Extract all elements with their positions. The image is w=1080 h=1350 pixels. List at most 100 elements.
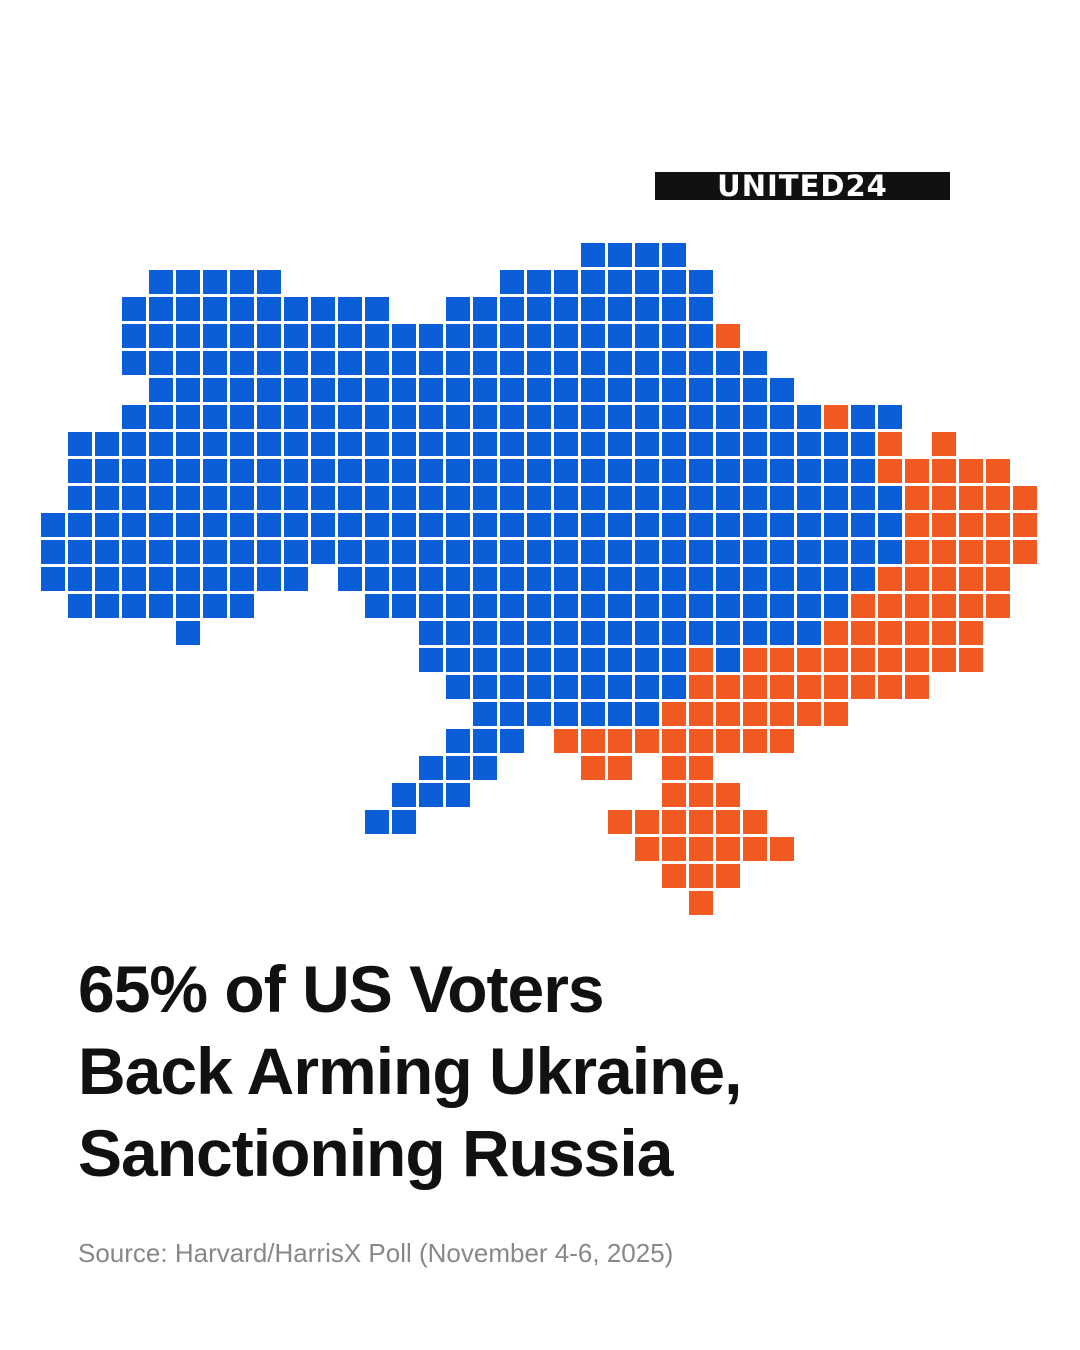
map-cell — [122, 594, 146, 618]
map-cell — [743, 459, 767, 483]
map-cell — [446, 756, 470, 780]
map-cell — [635, 405, 659, 429]
map-cell — [68, 459, 92, 483]
map-cell — [635, 378, 659, 402]
map-cell — [689, 324, 713, 348]
map-cell — [986, 459, 1010, 483]
map-cell — [716, 675, 740, 699]
map-cell — [473, 405, 497, 429]
map-cell — [689, 351, 713, 375]
map-cell — [959, 567, 983, 591]
map-cell — [203, 297, 227, 321]
map-cell — [662, 756, 686, 780]
map-cell — [878, 594, 902, 618]
map-cell — [527, 648, 551, 672]
map-cell — [500, 540, 524, 564]
map-cell — [635, 810, 659, 834]
map-cell — [581, 378, 605, 402]
map-cell — [95, 486, 119, 510]
map-cell — [446, 540, 470, 564]
map-cell — [527, 378, 551, 402]
map-cell — [527, 432, 551, 456]
map-cell — [446, 351, 470, 375]
map-cell — [716, 378, 740, 402]
map-cell — [284, 459, 308, 483]
map-cell — [473, 594, 497, 618]
map-cell — [176, 486, 200, 510]
map-cell — [851, 675, 875, 699]
map-cell — [662, 837, 686, 861]
map-cell — [230, 459, 254, 483]
map-cell — [932, 540, 956, 564]
map-cell — [689, 783, 713, 807]
map-cell — [257, 540, 281, 564]
map-cell — [608, 702, 632, 726]
map-cell — [392, 378, 416, 402]
map-cell — [716, 324, 740, 348]
map-cell — [554, 432, 578, 456]
map-cell — [716, 783, 740, 807]
map-cell — [770, 837, 794, 861]
map-cell — [797, 486, 821, 510]
map-cell — [473, 486, 497, 510]
map-cell — [743, 486, 767, 510]
map-cell — [662, 675, 686, 699]
map-cell — [608, 648, 632, 672]
map-cell — [689, 378, 713, 402]
map-cell — [311, 405, 335, 429]
map-cell — [203, 270, 227, 294]
map-cell — [824, 621, 848, 645]
map-cell — [581, 297, 605, 321]
map-cell — [824, 648, 848, 672]
map-cell — [446, 594, 470, 618]
map-cell — [419, 783, 443, 807]
map-cell — [581, 243, 605, 267]
map-cell — [68, 540, 92, 564]
map-cell — [419, 351, 443, 375]
map-cell — [230, 540, 254, 564]
map-cell — [932, 486, 956, 510]
map-cell — [365, 486, 389, 510]
map-cell — [176, 270, 200, 294]
map-cell — [311, 378, 335, 402]
map-cell — [743, 540, 767, 564]
map-cell — [554, 351, 578, 375]
map-cell — [554, 621, 578, 645]
map-cell — [635, 351, 659, 375]
map-cell — [959, 486, 983, 510]
map-cell — [365, 297, 389, 321]
map-cell — [635, 243, 659, 267]
map-cell — [851, 513, 875, 537]
map-cell — [230, 351, 254, 375]
map-cell — [959, 459, 983, 483]
map-cell — [392, 432, 416, 456]
map-cell — [230, 486, 254, 510]
map-cell — [770, 675, 794, 699]
map-cell — [284, 297, 308, 321]
map-cell — [473, 432, 497, 456]
map-cell — [851, 567, 875, 591]
map-cell — [689, 513, 713, 537]
map-cell — [500, 621, 524, 645]
map-cell — [878, 405, 902, 429]
map-cell — [743, 621, 767, 645]
map-cell — [149, 540, 173, 564]
map-cell — [527, 459, 551, 483]
map-cell — [365, 459, 389, 483]
map-cell — [689, 540, 713, 564]
title: 65% of US Voters Back Arming Ukraine, Sa… — [78, 948, 742, 1194]
map-cell — [149, 486, 173, 510]
map-cell — [527, 702, 551, 726]
map-cell — [851, 486, 875, 510]
map-cell — [635, 837, 659, 861]
map-cell — [68, 513, 92, 537]
map-cell — [500, 405, 524, 429]
map-cell — [1013, 540, 1037, 564]
map-cell — [554, 486, 578, 510]
map-cell — [419, 621, 443, 645]
map-cell — [662, 324, 686, 348]
map-cell — [743, 567, 767, 591]
map-cell — [338, 432, 362, 456]
map-cell — [257, 459, 281, 483]
map-cell — [122, 297, 146, 321]
